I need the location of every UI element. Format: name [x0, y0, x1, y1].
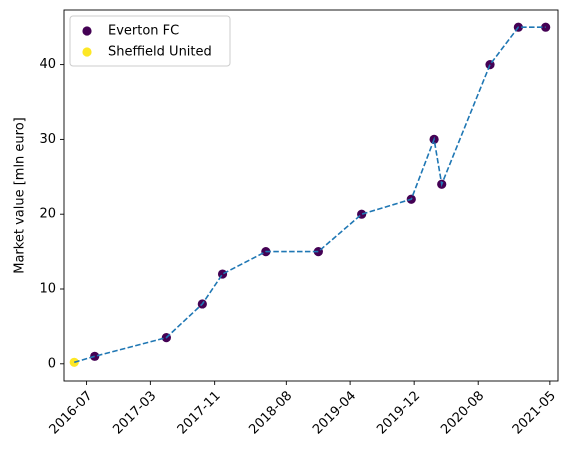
axes-frame — [63, 9, 559, 382]
data-point-everton-3 — [217, 269, 228, 279]
legend-marker-0 — [82, 26, 92, 36]
data-point-sheffield-0 — [69, 357, 79, 367]
y-axis-label: Market value [mln euro] — [13, 117, 28, 274]
plot-content — [69, 22, 551, 367]
data-point-everton-12 — [541, 22, 551, 32]
y-tick-label: 20 — [39, 207, 56, 222]
legend-marker-1 — [82, 47, 92, 57]
legend-label-0: Everton FC — [108, 24, 179, 39]
y-tick-label: 30 — [39, 132, 56, 147]
series-line — [74, 26, 546, 364]
y-tick-label: 10 — [39, 281, 56, 296]
y-tick-label: 0 — [48, 356, 56, 371]
legend-label-1: Sheffield United — [108, 45, 212, 60]
data-point-everton-0 — [90, 351, 100, 361]
legend-box — [69, 15, 231, 67]
legend: Everton FC Sheffield United — [69, 15, 231, 67]
y-tick-label: 40 — [39, 57, 56, 72]
